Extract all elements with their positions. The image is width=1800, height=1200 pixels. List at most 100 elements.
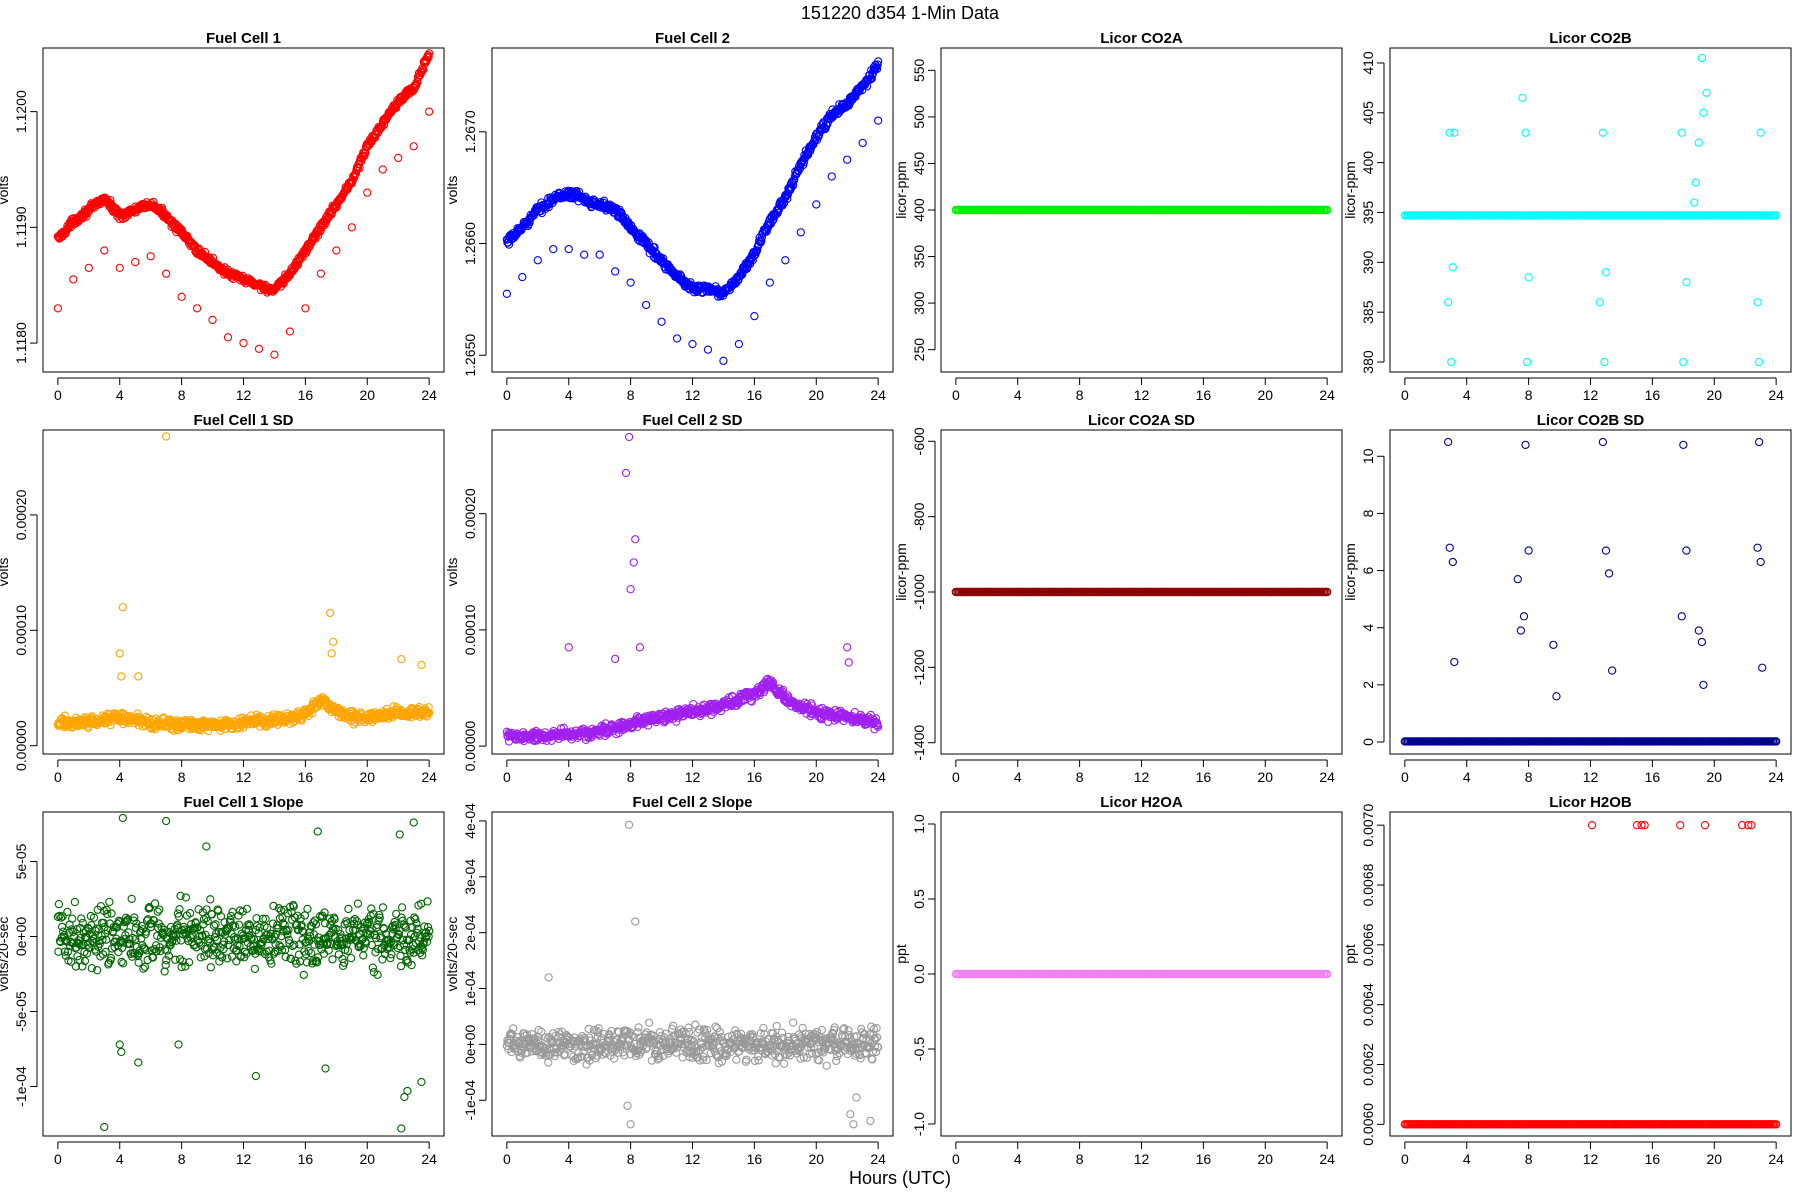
x-tick-label: 20: [1257, 769, 1273, 785]
data-point: [777, 687, 787, 696]
data-point: [60, 947, 69, 956]
data-point: [207, 910, 217, 919]
y-tick-label: -800: [911, 502, 927, 530]
data-points: [1400, 437, 1781, 746]
data-point: [423, 708, 433, 717]
data-point: [313, 827, 322, 836]
data-point: [57, 922, 67, 932]
data-point: [53, 304, 63, 313]
panel-7: Licor CO2A SD0 4 8 12 16 20 24-1400-1200-1000-…: [893, 412, 1343, 785]
data-point: [344, 904, 353, 914]
data-point: [369, 909, 378, 919]
data-point: [1524, 273, 1533, 282]
data-point: [746, 696, 755, 705]
data-point: [867, 74, 876, 83]
data-point: [1549, 640, 1558, 650]
data-point: [1753, 298, 1762, 307]
data-point: [610, 267, 620, 276]
data-point: [185, 908, 195, 918]
data-point: [422, 57, 431, 66]
x-tick-label: 24: [870, 769, 886, 785]
data-point: [1694, 626, 1703, 635]
data-point: [98, 950, 108, 959]
data-point: [235, 723, 244, 732]
data-point: [1754, 357, 1764, 367]
data-point: [368, 925, 377, 934]
data-point: [82, 949, 92, 958]
x-tick-label: 20: [1706, 769, 1722, 785]
data-point: [71, 962, 81, 971]
y-tick-label: 1.2660: [462, 222, 478, 265]
data-point: [223, 954, 232, 963]
data-point: [378, 165, 387, 174]
data-point: [119, 959, 128, 968]
data-point: [164, 951, 174, 960]
data-point: [629, 558, 638, 567]
data-point: [202, 905, 211, 914]
data-point: [101, 947, 110, 957]
data-points: [53, 49, 434, 359]
data-point: [672, 717, 681, 726]
y-tick-label: 1.2650: [462, 334, 478, 377]
data-point: [267, 959, 276, 968]
x-tick-label: 4: [565, 769, 573, 785]
data-point: [778, 685, 788, 695]
data-point: [134, 672, 143, 681]
data-point: [153, 907, 162, 916]
y-axis-label: licor-ppm: [893, 161, 909, 219]
data-point: [1552, 692, 1561, 701]
data-point: [150, 899, 160, 908]
data-point: [155, 905, 164, 914]
data-point: [367, 940, 376, 950]
plot-frame: [42, 47, 445, 373]
data-point: [53, 912, 63, 922]
data-point: [192, 304, 202, 313]
data-point: [1601, 546, 1611, 555]
x-tick-label: 4: [116, 387, 124, 403]
x-tick-label: 20: [808, 769, 824, 785]
data-point: [223, 333, 233, 342]
data-point: [412, 928, 422, 938]
data-point: [258, 914, 268, 923]
data-point: [641, 300, 651, 310]
data-point: [180, 925, 189, 934]
data-points: [951, 587, 1332, 597]
data-point: [1771, 211, 1781, 220]
data-point: [368, 717, 377, 727]
data-point: [533, 256, 542, 265]
data-point: [1691, 178, 1700, 187]
data-point: [104, 958, 113, 967]
data-point: [249, 935, 259, 944]
data-point: [843, 643, 852, 652]
data-point: [124, 939, 134, 948]
data-point: [621, 468, 631, 478]
x-tick-label: 0: [54, 1151, 62, 1167]
data-points: [502, 820, 883, 1129]
data-points: [1400, 53, 1781, 367]
data-point: [657, 317, 666, 326]
data-point: [363, 918, 372, 928]
data-point: [177, 962, 186, 972]
data-point: [175, 905, 184, 914]
data-point: [117, 672, 126, 681]
data-point: [1450, 128, 1459, 137]
data-point: [373, 970, 382, 979]
data-point: [387, 950, 396, 959]
data-point: [397, 655, 406, 664]
data-point: [105, 897, 114, 907]
data-point: [626, 585, 635, 594]
data-point: [378, 955, 387, 964]
data-point: [107, 909, 116, 918]
data-point: [354, 159, 364, 169]
x-tick-label: 24: [1768, 769, 1784, 785]
panel-title: Fuel Cell 1: [206, 30, 281, 47]
data-point: [1598, 128, 1608, 137]
data-point: [309, 918, 318, 927]
data-point: [235, 942, 244, 951]
data-point: [352, 917, 362, 926]
y-tick-label: 0.00020: [462, 488, 478, 539]
data-point: [58, 912, 67, 921]
data-point: [59, 927, 68, 936]
data-point: [1604, 569, 1614, 578]
